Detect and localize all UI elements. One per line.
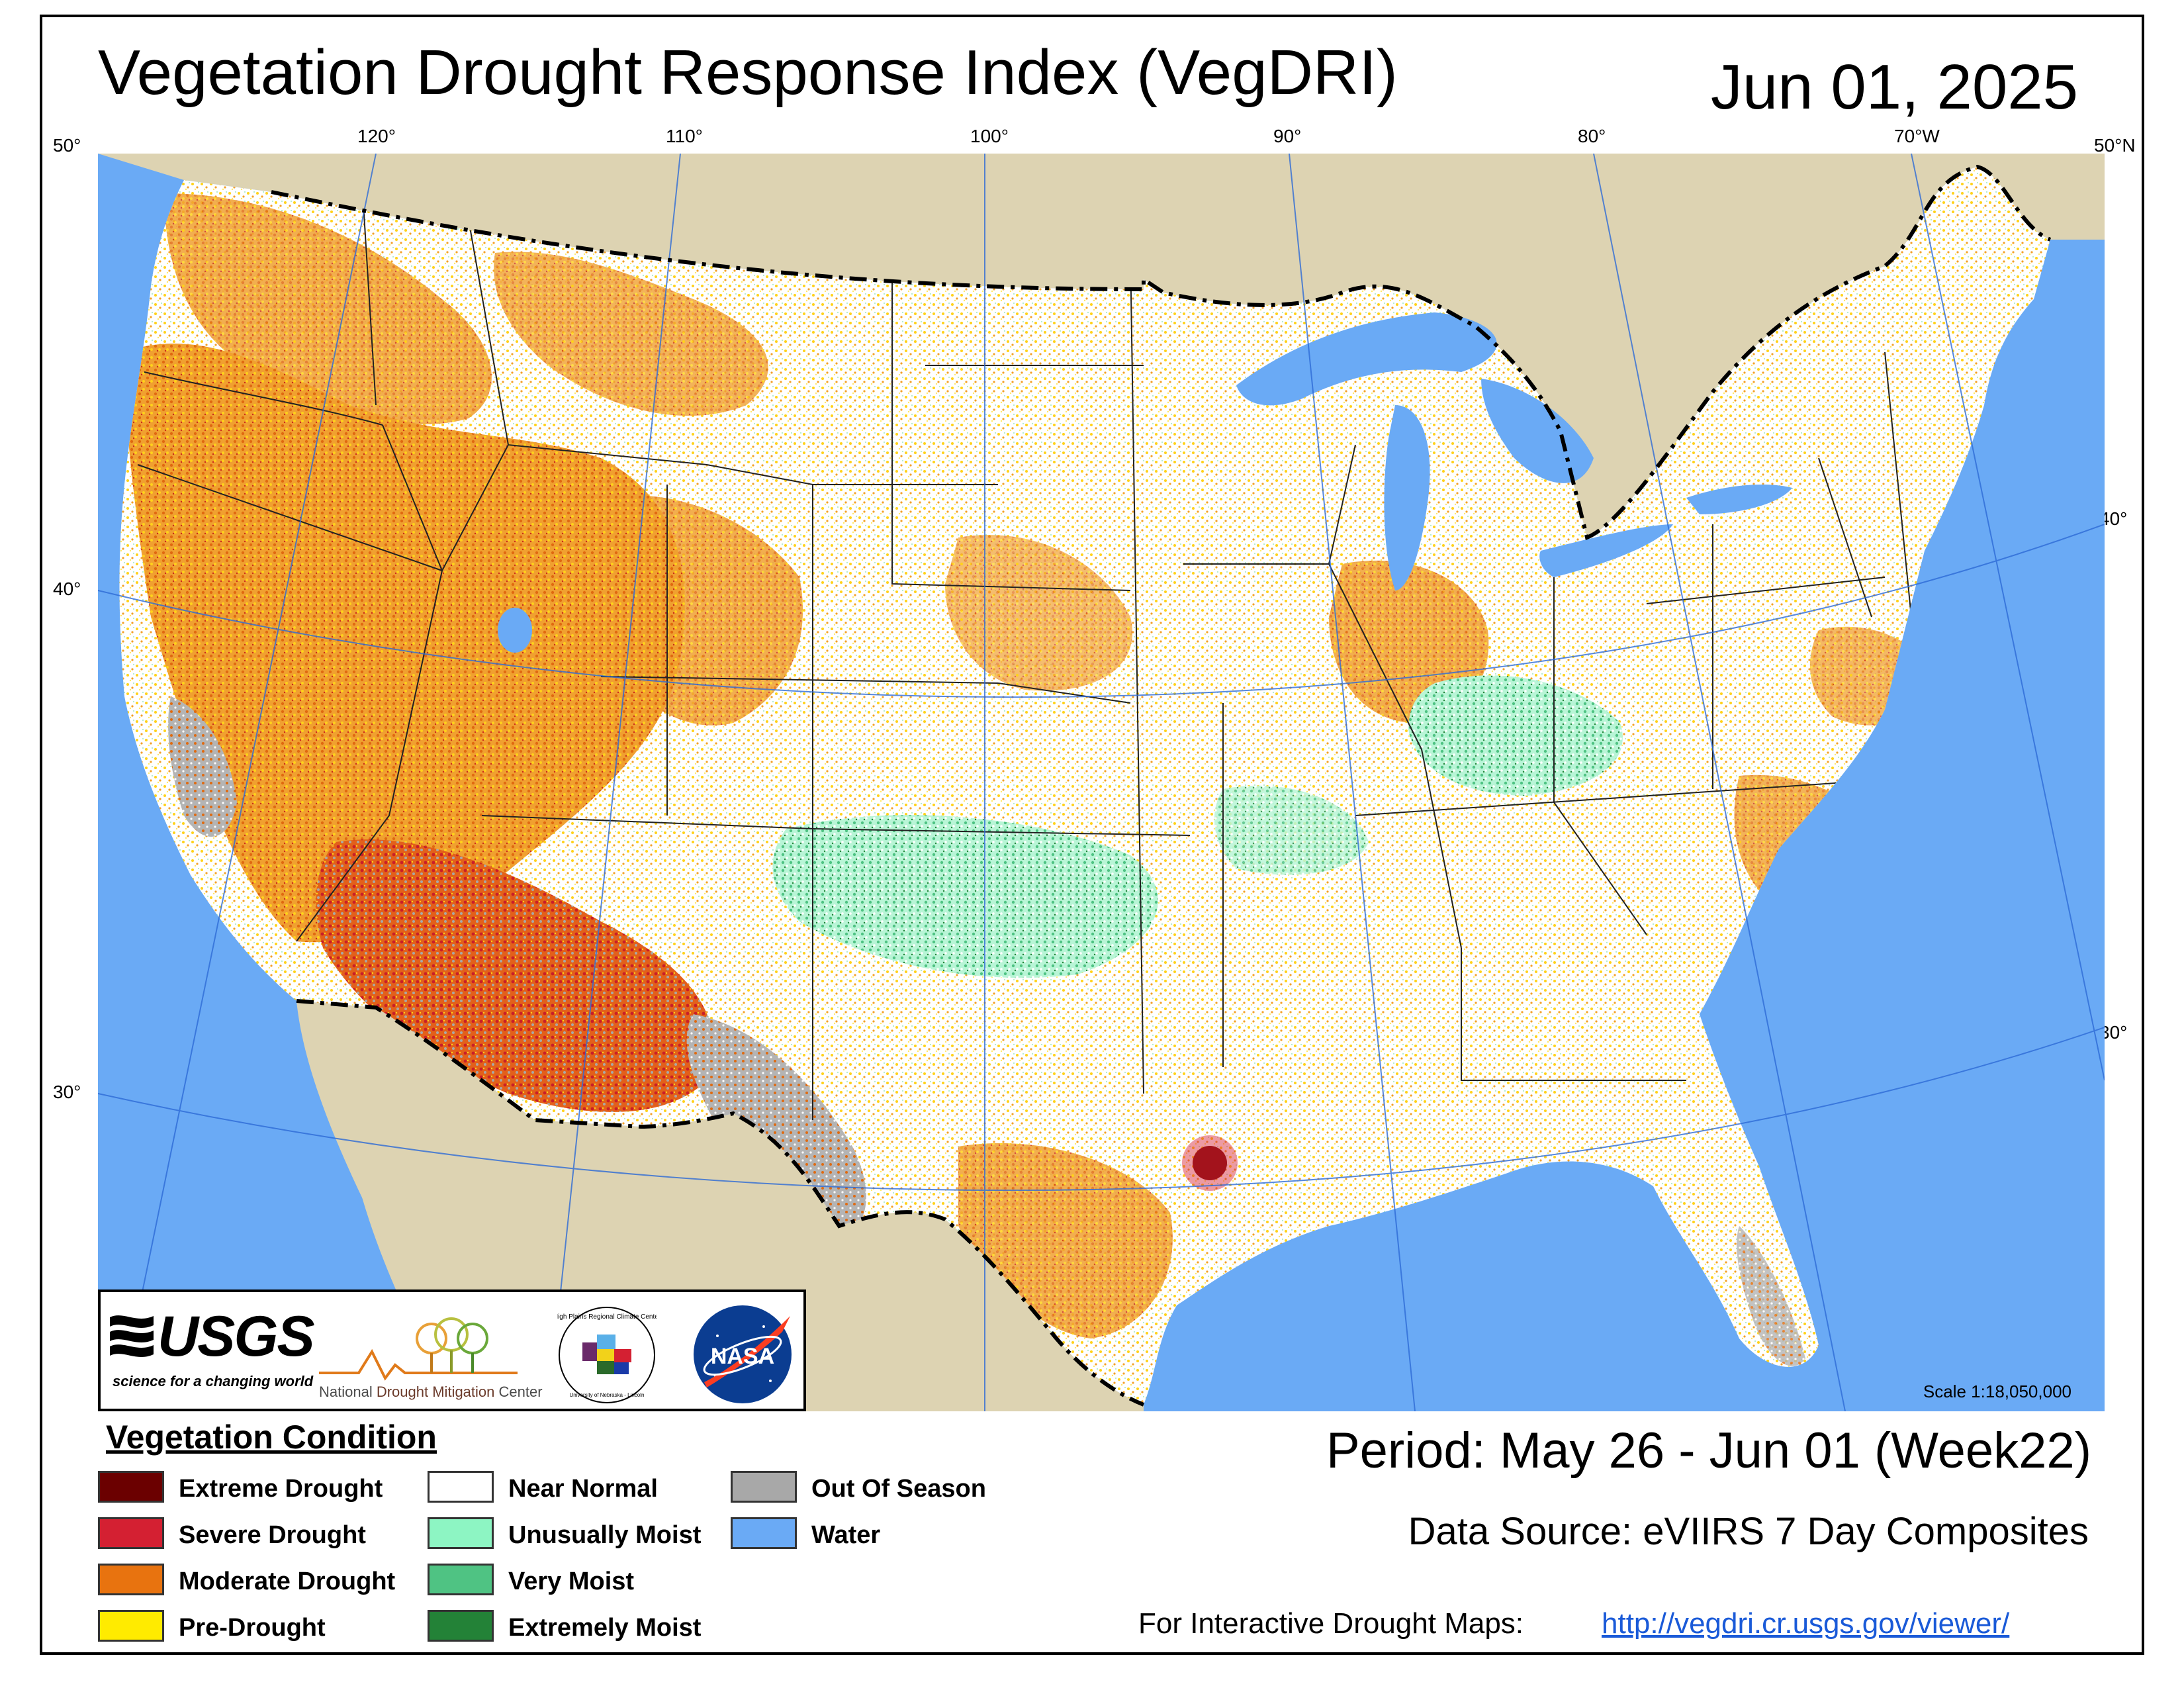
graticule-label-40n-left: 40°	[53, 579, 81, 599]
graticule-label-80w: 80°	[1578, 126, 1606, 146]
graticule-label-100w: 100°	[970, 126, 1009, 146]
map-scale: Scale 1:18,050,000	[1923, 1382, 2071, 1401]
legend-swatch	[428, 1564, 494, 1595]
legend-label: Water	[811, 1521, 881, 1549]
region-out-of-season-california	[168, 696, 237, 837]
usgs-wordmark: USGS	[158, 1305, 315, 1368]
lake-erie	[1539, 524, 1673, 577]
state-boundaries	[137, 193, 1912, 1120]
graticule-label-110w: 110°	[666, 126, 703, 146]
nasa-meatball-icon: NASA	[694, 1305, 792, 1403]
viewer-label: For Interactive Drought Maps:	[1138, 1607, 1524, 1640]
region-moderate-colorado	[586, 495, 803, 726]
region-out-of-season-florida	[1737, 1226, 1805, 1366]
lake-ontario	[1686, 485, 1792, 514]
region-moderate-montana	[494, 252, 768, 416]
international-border	[271, 164, 2052, 1407]
legend-swatch	[98, 1564, 164, 1595]
region-moist-kentucky	[1408, 675, 1623, 796]
region-moderate-west	[124, 344, 685, 943]
lake-huron	[1481, 379, 1594, 483]
usgs-wave-icon	[110, 1315, 154, 1357]
hprcc-seal-icon: High Plains Regional Climate Center Univ…	[553, 1307, 661, 1403]
legend-label: Out Of Season	[811, 1475, 986, 1503]
hprcc-sub-text: University of Nebraska - Lincoln	[570, 1392, 645, 1398]
legend-swatch	[428, 1471, 494, 1503]
legend-label: Extreme Drought	[179, 1475, 383, 1503]
legend-swatch	[98, 1517, 164, 1549]
graticule-label-90w: 90°	[1273, 126, 1302, 146]
map-date: Jun 01, 2025	[1710, 52, 2078, 122]
nasa-logo: NASA	[691, 1303, 794, 1406]
region-moist-arkansas	[1214, 785, 1369, 875]
legend-label: Severe Drought	[179, 1521, 366, 1549]
ndmc-logo: National Drought Mitigation Center	[319, 1312, 543, 1405]
ndmc-trees-icon	[319, 1317, 518, 1381]
legend-title: Vegetation Condition	[106, 1419, 437, 1456]
hprcc-arc-text: High Plains Regional Climate Center	[557, 1313, 657, 1321]
legend-label: Pre-Drought	[179, 1614, 326, 1642]
legend-label: Very Moist	[508, 1568, 635, 1595]
great-salt-lake	[498, 608, 532, 653]
ndmc-name-suffix: Center	[498, 1383, 543, 1400]
graticule-label-30n-left: 30°	[53, 1082, 81, 1102]
legend-swatch	[98, 1610, 164, 1642]
legend-swatch	[731, 1517, 797, 1549]
lake-superior	[1236, 312, 1497, 406]
nasa-wordmark: NASA	[711, 1344, 774, 1369]
map-title: Vegetation Drought Response Index (VegDR…	[98, 37, 1398, 108]
graticule-lines	[98, 154, 2105, 1411]
legend-label: Moderate Drought	[179, 1568, 396, 1595]
usgs-tagline: science for a changing world	[113, 1373, 314, 1389]
graticule-label-70w: 70°W	[1894, 126, 1940, 146]
canada-land	[98, 154, 2105, 538]
region-out-of-season-texas	[686, 1014, 866, 1239]
legend-label: Near Normal	[508, 1475, 658, 1503]
viewer-link[interactable]: http://vegdri.cr.usgs.gov/viewer/	[1602, 1607, 2010, 1640]
legend-label: Extremely Moist	[508, 1614, 702, 1642]
ndmc-name: National Drought Mitigation Center	[319, 1383, 543, 1401]
ndmc-name-main: Drought Mitigation	[376, 1383, 495, 1400]
region-moderate-northwest	[164, 193, 492, 424]
graticule-label-120w: 120°	[357, 126, 396, 146]
graticule-label-top-left-lat: 50°	[53, 135, 81, 156]
legend-swatch	[428, 1610, 494, 1642]
logo-panel: USGS science for a changing world Nation…	[98, 1289, 806, 1411]
data-source-text: Data Source: eVIIRS 7 Day Composites	[1408, 1510, 2089, 1553]
region-extreme-houston	[1193, 1146, 1227, 1180]
legend-swatch	[428, 1517, 494, 1549]
hprcc-logo: High Plains Regional Climate Center Univ…	[553, 1305, 661, 1405]
legend-swatch	[98, 1471, 164, 1503]
vegdri-map	[98, 154, 2105, 1411]
legend-label: Unusually Moist	[508, 1521, 702, 1549]
region-moist-oklahoma	[772, 815, 1158, 978]
region-severe-houston	[1182, 1135, 1238, 1191]
region-moderate-nebraska	[945, 535, 1133, 691]
graticule-label-50n: 50°N	[2094, 135, 2136, 156]
period-text: Period: May 26 - Jun 01 (Week22)	[1326, 1423, 2091, 1479]
lake-michigan	[1384, 405, 1430, 590]
ndmc-name-prefix: National	[319, 1383, 373, 1400]
legend-swatch	[731, 1471, 797, 1503]
usgs-logo: USGS science for a changing world	[110, 1307, 315, 1399]
